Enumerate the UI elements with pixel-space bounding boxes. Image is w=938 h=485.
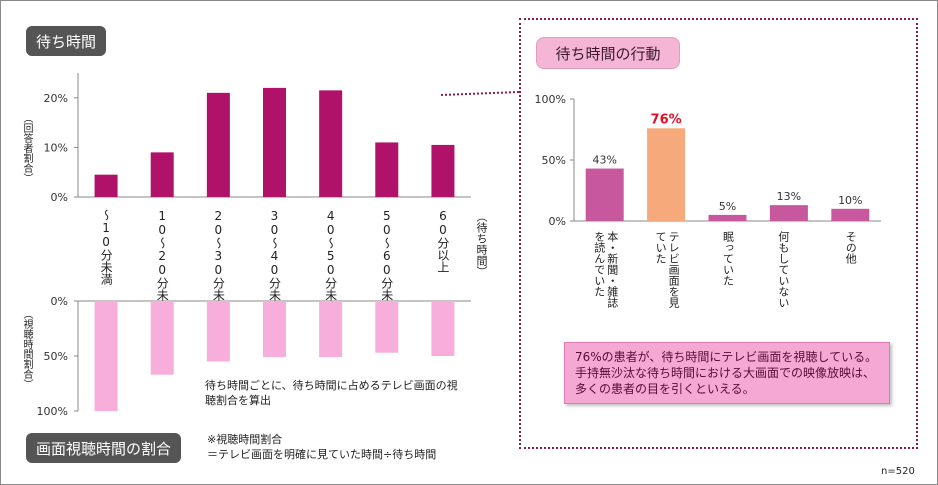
comment-box: 76%の患者が、待ち時間にテレビ画面を視聴している。手持無沙汰な待ち時間における… bbox=[564, 342, 890, 404]
right-chart-data-label: 10% bbox=[838, 194, 862, 207]
right-chart-bar bbox=[647, 128, 686, 221]
right-chart-bar bbox=[585, 168, 624, 221]
bottom-chart-ylabel: （視聴時間割合） bbox=[21, 309, 32, 389]
waiting-action-chart: 0% 50% 100% 43% 76% 5% 13% 10% bbox=[535, 93, 881, 228]
right-chart-bar bbox=[708, 214, 747, 221]
right-chart-data-label: 5% bbox=[719, 200, 736, 213]
top-chart-bar bbox=[150, 152, 174, 197]
right-chart-data-label: 76% bbox=[651, 112, 682, 127]
right-chart-data-label: 13% bbox=[777, 190, 801, 203]
left-chart-title: 待ち時間 bbox=[26, 26, 107, 56]
right-chart-data-label: 43% bbox=[592, 154, 616, 167]
right-chart-title-text: 待ち時間の行動 bbox=[555, 44, 661, 63]
action-category-label: 本・新聞・雑誌を読んでいた bbox=[592, 231, 619, 308]
right-chart-tick-label: 50% bbox=[542, 154, 566, 167]
category-label: 50～60分未満 bbox=[379, 209, 394, 313]
top-chart-bar bbox=[319, 90, 343, 197]
action-category-label: テレビ画面を見ていた bbox=[654, 231, 681, 308]
top-chart-bar bbox=[94, 174, 118, 197]
action-category-label: 何もしていない bbox=[776, 231, 790, 308]
footnote-line2: ＝テレビ画面を明確に見ていた時間÷待ち時間 bbox=[207, 448, 437, 461]
top-chart-bar bbox=[206, 92, 230, 197]
category-label: ～10分未満 bbox=[99, 209, 114, 285]
viewing-ratio-chart: 0% 50% 100% bbox=[37, 295, 471, 418]
bottom-chart-title-text: 画面視聴時間の割合 bbox=[36, 439, 172, 458]
top-chart-ylabel: （回答者割合） bbox=[21, 113, 32, 183]
bottom-chart-bar bbox=[94, 301, 118, 411]
waiting-time-chart: 0% 10% 20% bbox=[44, 73, 471, 204]
action-panel bbox=[519, 18, 918, 449]
comment-text: 76%の患者が、待ち時間にテレビ画面を視聴している。手持無沙汰な待ち時間における… bbox=[575, 350, 878, 396]
right-chart-tick-label: 100% bbox=[535, 93, 566, 106]
top-chart-bar bbox=[375, 142, 399, 197]
bottom-chart-bar bbox=[206, 301, 230, 362]
bottom-chart-tick-label: 50% bbox=[44, 350, 68, 363]
category-label: 30～40分未満 bbox=[267, 209, 282, 313]
bottom-chart-bar bbox=[263, 301, 286, 358]
category-label: 10～20分未満 bbox=[155, 209, 170, 313]
bottom-chart-title: 画面視聴時間の割合 bbox=[26, 433, 182, 463]
left-chart-title-text: 待ち時間 bbox=[36, 32, 97, 51]
top-chart-tick-label: 10% bbox=[44, 141, 68, 154]
right-chart-bar bbox=[831, 208, 870, 221]
top-chart-bar bbox=[263, 87, 286, 197]
top-chart-tick-label: 20% bbox=[44, 92, 68, 105]
bottom-chart-tick-label: 0% bbox=[51, 295, 68, 308]
bottom-chart-bar bbox=[150, 301, 174, 375]
categories-axis-label: （待ち時間） bbox=[475, 211, 488, 277]
right-chart-bar bbox=[769, 205, 808, 221]
right-chart-title: 待ち時間の行動 bbox=[536, 37, 680, 69]
bottom-chart-bar bbox=[431, 301, 455, 356]
bottom-chart-tick-label: 100% bbox=[37, 405, 68, 418]
callout-line bbox=[440, 91, 520, 96]
action-category-label: その他 bbox=[844, 231, 858, 264]
category-label: 20～30分未満 bbox=[211, 209, 226, 313]
right-chart-tick-label: 0% bbox=[549, 215, 566, 228]
footnote-line1: ※視聴時間割合 bbox=[207, 433, 283, 446]
sample-size: n=520 bbox=[881, 466, 915, 477]
action-category-label: 眠っていた bbox=[721, 231, 735, 286]
top-chart-tick-label: 0% bbox=[51, 191, 68, 204]
category-label: 60分以上 bbox=[435, 209, 450, 273]
bottom-chart-note: 待ち時間ごとに、待ち時間に占めるテレビ画面の視聴割合を算出 bbox=[205, 379, 458, 407]
top-chart-bar bbox=[431, 144, 455, 197]
category-label: 40～50分未満 bbox=[323, 209, 338, 313]
bottom-chart-bar bbox=[375, 301, 399, 353]
bottom-chart-bar bbox=[319, 301, 343, 358]
